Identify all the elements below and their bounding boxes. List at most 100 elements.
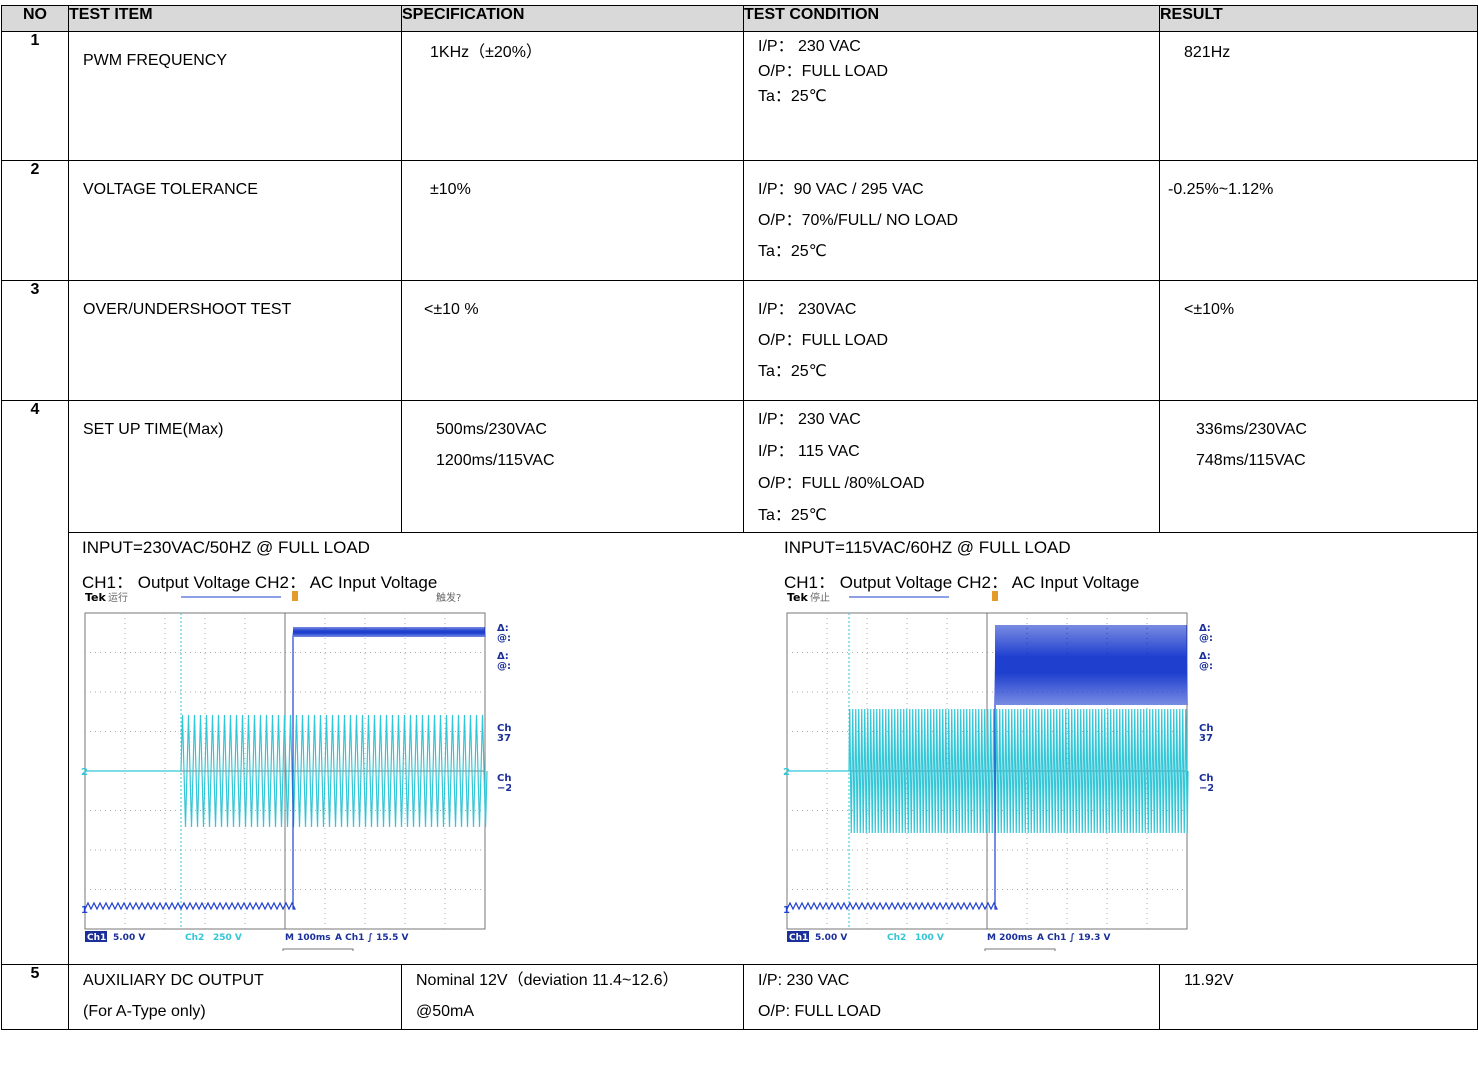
spec-text: 1200ms/115VAC [436, 452, 555, 469]
ch1-trace [84, 626, 486, 911]
readout-ch1-max: 37.4 V [497, 733, 511, 744]
item-text: SET UP TIME(Max) [83, 421, 224, 438]
scope-channels-label: CH1： Output Voltage CH2： AC Input Voltag… [82, 573, 438, 592]
ch1-scale: 5.00 V [113, 933, 145, 943]
scope-title: INPUT=115VAC/60HZ @ FULL LOAD [784, 538, 1071, 557]
table-row: 2 VOLTAGE TOLERANCE ±10% I/P：90 VAC / 29… [1, 160, 1478, 281]
condition-line: I/P： 230 VAC [758, 411, 861, 428]
condition-line: I/P： 115 VAC [758, 443, 860, 460]
row-item: VOLTAGE TOLERANCE [68, 160, 402, 281]
scope-brand: Tek [787, 591, 809, 604]
table-row: 4 SET UP TIME(Max) 500ms/230VAC 1200ms/1… [1, 400, 1478, 965]
row-no: 1 [1, 31, 69, 161]
spec-text: ±10% [430, 181, 471, 198]
condition-line: Ta：25℃ [758, 88, 827, 105]
header-test-item: TEST ITEM [68, 5, 402, 32]
header-specification: SPECIFICATION [401, 5, 744, 32]
spec-text: 1KHz（±20%） [430, 44, 542, 61]
item-text: OVER/UNDERSHOOT TEST [83, 301, 292, 318]
spec-text: @50mA [416, 1003, 475, 1020]
trigger-position-box [282, 948, 354, 951]
condition-line: Ta：25℃ [758, 243, 827, 260]
condition-line: O/P：FULL LOAD [758, 332, 889, 349]
readout-ch1-max: 37.3 V [1199, 733, 1213, 744]
ch2-trace [787, 708, 1189, 834]
row-condition: I/P：90 VAC / 295 VAC O/P：70%/FULL/ NO LO… [743, 160, 1160, 281]
ch1-marker: 1 [783, 905, 790, 916]
readout-ch1-max-label: Ch1 最大 [1199, 721, 1213, 734]
readout-ch1-min: −2.20 V [497, 783, 511, 794]
trigger-info: A Ch1 ∫ 19.3 V [1037, 933, 1110, 943]
table-row: 1 PWM FREQUENCY 1KHz（±20%） I/P： 230 VAC … [1, 31, 1478, 161]
condition-line: O/P：70%/FULL/ NO LOAD [758, 212, 959, 229]
readout-at-v: @: 162 V [1199, 633, 1213, 644]
row-result: 821Hz [1159, 31, 1478, 161]
readout-ch1-min-label: Ch1 最小 [497, 771, 511, 784]
row-no: 4 [1, 400, 69, 965]
condition-line: I/P：90 VAC / 295 VAC [758, 181, 924, 198]
condition-line: O/P: FULL LOAD [758, 1003, 881, 1020]
row-spec: Nominal 12V（deviation 11.4~12.6） @50mA [401, 964, 744, 1030]
row-condition: I/P： 230 VAC I/P： 115 VAC O/P：FULL /80%L… [743, 400, 1160, 533]
scope-title: INPUT=230VAC/50HZ @ FULL LOAD [82, 538, 370, 557]
row-item: OVER/UNDERSHOOT TEST [68, 280, 402, 401]
row-item: AUXILIARY DC OUTPUT (For A-Type only) [68, 964, 402, 1030]
ch2-scale: 100 V [915, 933, 944, 943]
ch2-badge-label: Ch2 [185, 933, 204, 943]
readout-ch1-min: −2.00 V [1199, 783, 1213, 794]
timebase: M 200ms [987, 933, 1033, 943]
waveform-row: INPUT=230VAC/50HZ @ FULL LOAD CH1： Outpu… [2, 532, 1478, 965]
readout-at-t: @: 0.00 s [1199, 661, 1213, 672]
readout-ch1-max-label: Ch1 最大 [497, 721, 511, 734]
result-text: -0.25%~1.12% [1168, 181, 1274, 198]
row-no: 3 [1, 280, 69, 401]
ch2-scale: 250 V [213, 933, 242, 943]
row-spec: 500ms/230VAC 1200ms/115VAC [401, 400, 744, 533]
readout-delta-v: Δ: 35.6 V [497, 623, 511, 634]
result-text: 336ms/230VAC [1196, 421, 1307, 438]
row-spec: <±10 % [401, 280, 744, 401]
result-text: <±10% [1184, 301, 1235, 318]
header-test-condition: TEST CONDITION [743, 5, 1160, 32]
condition-line: I/P： 230VAC [758, 301, 857, 318]
result-text: 748ms/115VAC [1196, 452, 1306, 469]
scope-run-state: 停止 [810, 591, 830, 604]
ch1-badge [85, 931, 107, 942]
header-no: NO [1, 5, 69, 32]
trigger-position-box [984, 948, 1056, 951]
condition-line: Ta：25℃ [758, 363, 827, 380]
trigger-marker [992, 591, 998, 601]
row-item: PWM FREQUENCY [68, 31, 402, 161]
spec-text: Nominal 12V（deviation 11.4~12.6） [416, 972, 679, 989]
readout-delta-v: Δ: 152 V [1199, 623, 1213, 634]
spec-text: 500ms/230VAC [436, 421, 547, 438]
row-condition: I/P: 230 VAC O/P: FULL LOAD [743, 964, 1160, 1030]
ch2-badge-label: Ch2 [887, 933, 906, 943]
row-condition: I/P： 230 VAC O/P：FULL LOAD Ta：25℃ [743, 31, 1160, 161]
spec-text: <±10 % [424, 301, 479, 318]
ch2-marker: 2 [783, 767, 790, 778]
row-spec: ±10% [401, 160, 744, 281]
ch1-badge [787, 931, 809, 942]
row-result: 11.92V [1159, 964, 1478, 1030]
ch2-marker: 2 [81, 767, 88, 778]
ch1-marker: 1 [81, 905, 88, 916]
waveform-cell: INPUT=230VAC/50HZ @ FULL LOAD CH1： Outpu… [68, 532, 1478, 965]
trigger-marker [292, 591, 298, 601]
ch1-trace [786, 624, 1188, 911]
trigger-info: A Ch1 ∫ 15.5 V [335, 933, 408, 943]
condition-line: O/P：FULL LOAD [758, 63, 889, 80]
readout-ch1-min-label: Ch1 最小 [1199, 771, 1213, 784]
table-row: 5 AUXILIARY DC OUTPUT (For A-Type only) … [1, 964, 1478, 1030]
scope-run-state: 运行 [108, 591, 128, 604]
row-no: 5 [1, 964, 69, 1030]
readout-at-t: @: 62.0ms [497, 661, 511, 672]
header-result: RESULT [1159, 5, 1478, 32]
scope-trigger-status: 触发? [436, 591, 461, 604]
ch1-scale: 5.00 V [815, 933, 847, 943]
timebase: M 100ms [285, 933, 331, 943]
row-item: SET UP TIME(Max) [68, 400, 402, 533]
item-text: VOLTAGE TOLERANCE [83, 181, 258, 198]
